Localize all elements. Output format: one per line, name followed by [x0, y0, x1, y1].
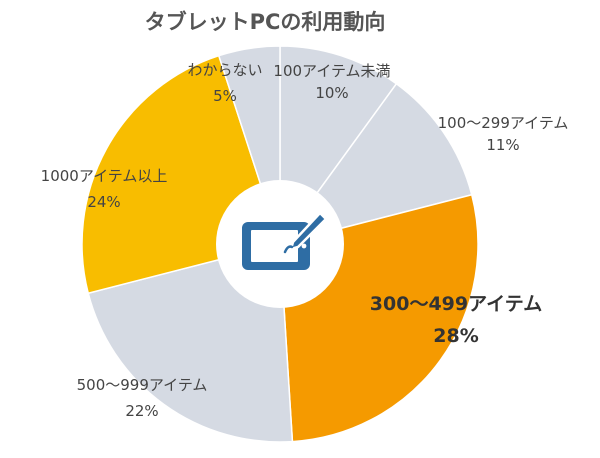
slice-label: 100アイテム未満 — [273, 62, 390, 80]
slice-label: わからない — [187, 61, 262, 79]
slice-value-label: 11% — [486, 136, 519, 154]
tablet-pen-icon — [242, 211, 328, 270]
slice-label: 500〜999アイテム — [77, 376, 208, 394]
slice-label: 1000アイテム以上 — [41, 167, 168, 185]
slice-value-label: 10% — [315, 84, 348, 102]
slice-label: 100〜299アイテム — [438, 114, 569, 132]
pie-labels: 100アイテム未満 10% 100〜299アイテム 11% 300〜499アイテム 28%… — [41, 61, 569, 420]
slice-value-label: 28% — [433, 325, 478, 347]
slice-value-label: 24% — [87, 193, 120, 211]
slice-value-label: 5% — [213, 87, 237, 105]
slice-label: 300〜499アイテム — [370, 293, 542, 315]
slice-value-label: 22% — [125, 402, 158, 420]
chart-title: タブレットPCの利用動向 — [144, 10, 386, 34]
